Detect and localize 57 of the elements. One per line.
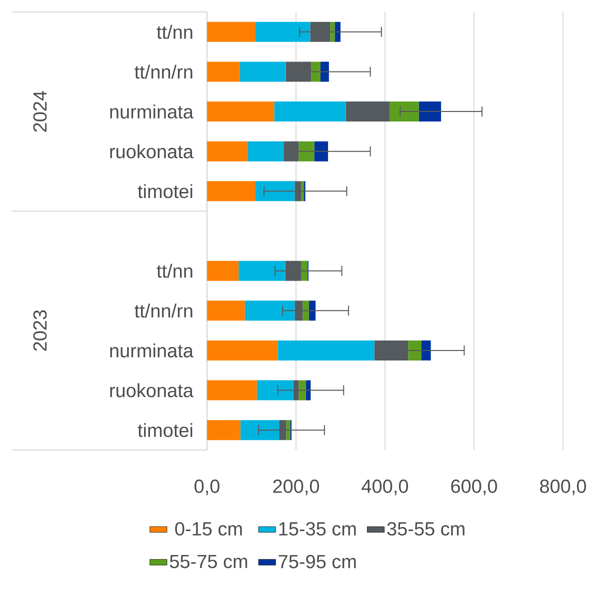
bar xyxy=(314,141,328,162)
y-tick-label: tt/nn xyxy=(156,24,192,39)
y-tick-label: timotei xyxy=(138,184,192,198)
legend-label: 0-15 cm xyxy=(175,522,242,536)
bar xyxy=(207,141,248,162)
bar xyxy=(207,380,257,400)
bar xyxy=(207,340,278,360)
bar xyxy=(240,420,280,440)
bar xyxy=(298,380,306,400)
bar xyxy=(207,62,240,82)
bar xyxy=(408,340,422,360)
y-tick-label: tt/nn/rn xyxy=(134,304,192,318)
bar xyxy=(256,181,295,202)
bar xyxy=(278,340,374,360)
bar xyxy=(207,102,274,122)
legend-label: 35-55 cm xyxy=(387,522,464,536)
legend-label: 55-75 cm xyxy=(170,554,248,568)
bar xyxy=(389,102,419,122)
bar xyxy=(298,141,314,162)
x-tick-label: 200,0 xyxy=(273,480,320,496)
bar xyxy=(238,260,286,281)
bar xyxy=(418,102,442,122)
bar xyxy=(207,260,239,281)
bar xyxy=(256,22,310,42)
bar xyxy=(256,380,294,400)
bar xyxy=(320,62,329,82)
y-tick-label: tt/nn/rn xyxy=(134,64,192,79)
bar xyxy=(207,420,240,440)
bar xyxy=(302,300,309,321)
bar xyxy=(421,340,431,360)
legend-label: 15-35 cm xyxy=(279,522,356,536)
bar xyxy=(207,300,245,321)
y-tick-label: ruokonata xyxy=(110,383,194,398)
x-tick-label: 400,0 xyxy=(362,480,408,496)
x-tick-label: 800,0 xyxy=(540,480,586,496)
bar xyxy=(286,420,290,440)
bar xyxy=(274,102,346,122)
y-tick-label: tt/nn xyxy=(156,264,192,278)
x-tick-label: 0,0 xyxy=(194,480,220,496)
y-tick-label: nurminata xyxy=(110,343,194,358)
bar xyxy=(301,260,308,281)
text: 2023 xyxy=(33,310,47,351)
bar xyxy=(334,22,340,42)
y-tick-label: timotei xyxy=(138,423,192,438)
text: 2024 xyxy=(33,90,47,132)
bar xyxy=(248,141,284,162)
bar xyxy=(308,300,316,321)
bar xyxy=(346,102,390,122)
legend-label: 75-95 cm xyxy=(278,554,356,568)
x-tick-label: 600,0 xyxy=(451,480,498,496)
bar xyxy=(311,62,320,82)
bar xyxy=(240,62,286,82)
bar xyxy=(244,300,295,321)
bar xyxy=(207,22,256,42)
bar xyxy=(207,181,256,202)
y-tick-label: ruokonata xyxy=(110,144,194,158)
y-tick-label: nurminata xyxy=(110,104,194,119)
